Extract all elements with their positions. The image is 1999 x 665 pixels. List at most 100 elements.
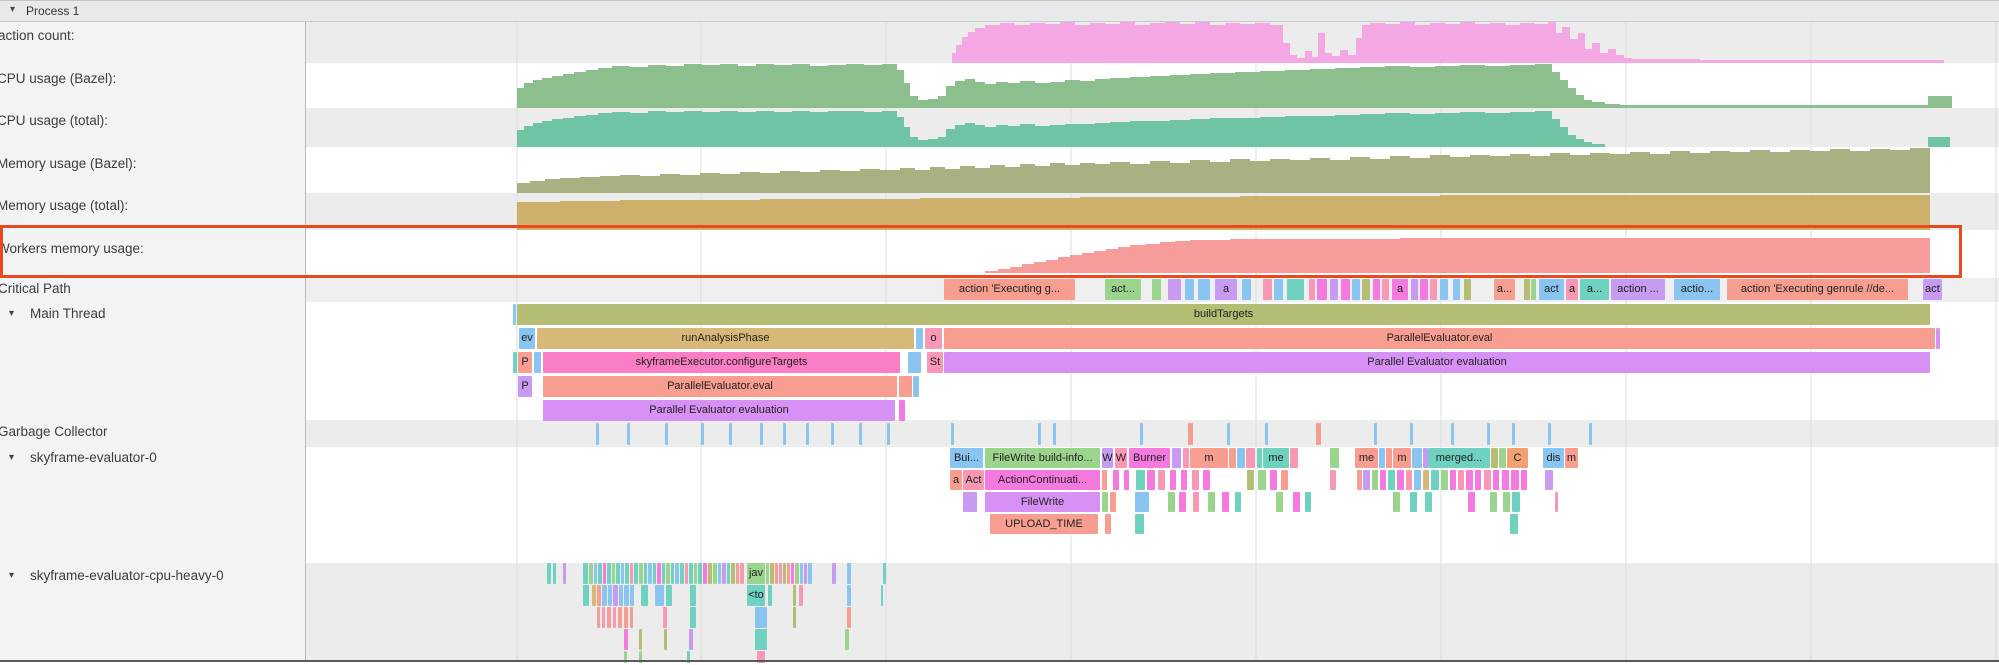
- skyframe-evaluator-cpu-heavy-0-event[interactable]: [607, 563, 611, 584]
- label-skyframe-evaluator-cpu-heavy-0[interactable]: skyframe-evaluator-cpu-heavy-0: [30, 568, 224, 583]
- skyframe-evaluator-0-event[interactable]: [1136, 470, 1145, 490]
- critical-path-event[interactable]: action 'Executing genrule //de...: [1727, 279, 1908, 300]
- gc-tick[interactable]: [1227, 423, 1230, 445]
- gc-tick[interactable]: [1188, 423, 1193, 445]
- skyframe-evaluator-cpu-heavy-0-event[interactable]: [727, 563, 730, 584]
- main-thread-event[interactable]: [908, 352, 921, 373]
- gc-tick[interactable]: [596, 423, 599, 445]
- gc-tick[interactable]: [831, 423, 834, 445]
- critical-path-event[interactable]: actio...: [1674, 279, 1720, 300]
- skyframe-evaluator-0-event[interactable]: Bui...: [950, 448, 983, 468]
- skyframe-evaluator-0-event[interactable]: a: [950, 470, 962, 490]
- skyframe-evaluator-cpu-heavy-0-event[interactable]: [563, 563, 566, 584]
- skyframe-evaluator-0-event[interactable]: merged...: [1428, 448, 1490, 468]
- critical-path-event[interactable]: act: [1539, 279, 1564, 300]
- critical-path-event[interactable]: [1453, 279, 1460, 300]
- critical-path-event[interactable]: [1464, 279, 1471, 300]
- skyframe-evaluator-0-event[interactable]: me: [1355, 448, 1378, 468]
- skyframe-evaluator-cpu-heavy-0-event[interactable]: [690, 607, 696, 628]
- skyframe-evaluator-0-event[interactable]: ActionContinuati...: [985, 470, 1100, 490]
- skyframe-evaluator-cpu-heavy-0-event[interactable]: [624, 651, 627, 663]
- skyframe-evaluator-0-event[interactable]: [1110, 492, 1116, 512]
- main-thread-event[interactable]: St: [927, 352, 943, 373]
- skyframe-evaluator-cpu-heavy-0-event[interactable]: [847, 563, 851, 584]
- skyframe-evaluator-cpu-heavy-0-event[interactable]: [624, 607, 628, 628]
- skyframe-evaluator-0-event[interactable]: [1147, 470, 1155, 490]
- skyframe-evaluator-0-event[interactable]: [1386, 448, 1392, 468]
- skyframe-evaluator-0-event[interactable]: FileWrite build-info...: [985, 448, 1100, 468]
- skyframe-evaluator-0-event[interactable]: [1135, 492, 1149, 512]
- skyframe-evaluator-cpu-heavy-0-event[interactable]: <to: [747, 585, 765, 606]
- skyframe-evaluator-cpu-heavy-0-event[interactable]: [547, 563, 551, 584]
- skyframe-evaluator-cpu-heavy-0-event[interactable]: [793, 585, 796, 606]
- skyframe-evaluator-cpu-heavy-0-event[interactable]: [671, 563, 674, 584]
- critical-path-event[interactable]: [1411, 279, 1418, 300]
- skyframe-evaluator-0-event[interactable]: [1102, 492, 1108, 512]
- skyframe-evaluator-cpu-heavy-0-event[interactable]: [657, 563, 661, 584]
- skyframe-evaluator-cpu-heavy-0-event[interactable]: [583, 585, 589, 606]
- skyframe-evaluator-0-event[interactable]: [1491, 448, 1498, 468]
- critical-path-event[interactable]: [1287, 279, 1304, 300]
- skyframe-evaluator-cpu-heavy-0-event[interactable]: [613, 585, 618, 606]
- gc-tick[interactable]: [887, 423, 890, 445]
- skyframe-evaluator-cpu-heavy-0-event[interactable]: [757, 651, 765, 663]
- skyframe-evaluator-cpu-heavy-0-event[interactable]: [644, 563, 647, 584]
- skyframe-evaluator-0-event[interactable]: [1237, 448, 1245, 468]
- skyframe-evaluator-0-event[interactable]: [1484, 470, 1491, 490]
- critical-path-event[interactable]: [1309, 279, 1315, 300]
- skyframe-evaluator-cpu-heavy-0-event[interactable]: [630, 585, 634, 606]
- skyframe-evaluator-cpu-heavy-0-event[interactable]: [804, 563, 807, 584]
- gc-tick[interactable]: [1053, 423, 1056, 445]
- skyframe-evaluator-cpu-heavy-0-event[interactable]: [630, 607, 633, 628]
- skyframe-evaluator-cpu-heavy-0-event[interactable]: [666, 563, 670, 584]
- skyframe-evaluator-0-event[interactable]: [1172, 448, 1181, 468]
- skyframe-evaluator-cpu-heavy-0-event[interactable]: [594, 563, 597, 584]
- gc-tick[interactable]: [1451, 423, 1454, 445]
- critical-path-event[interactable]: [1420, 279, 1428, 300]
- skyframe-evaluator-cpu-heavy-0-event[interactable]: [597, 585, 601, 606]
- skyframe-evaluator-cpu-heavy-0-event[interactable]: [689, 563, 693, 584]
- skyframe-evaluator-0-event[interactable]: [1393, 492, 1400, 512]
- critical-path-event[interactable]: [1168, 279, 1181, 300]
- skyframe-evaluator-cpu-heavy-0-event[interactable]: [770, 563, 774, 584]
- main-thread-event[interactable]: [534, 352, 541, 373]
- skyframe-evaluator-0-event[interactable]: [1410, 492, 1417, 512]
- skyframe-evaluator-cpu-heavy-0-event[interactable]: [722, 563, 726, 584]
- critical-path-event[interactable]: [1352, 279, 1360, 300]
- skyframe-evaluator-0-event[interactable]: C: [1507, 448, 1528, 468]
- skyframe-evaluator-cpu-heavy-0-event[interactable]: [687, 651, 690, 663]
- skyframe-evaluator-0-event[interactable]: [1475, 470, 1481, 490]
- skyframe-evaluator-0-event[interactable]: [1502, 470, 1509, 490]
- skyframe-evaluator-cpu-heavy-0-event[interactable]: [653, 563, 656, 584]
- main-thread-event[interactable]: [913, 376, 919, 397]
- main-thread-event[interactable]: [899, 400, 905, 421]
- skyframe-evaluator-0-event[interactable]: W: [1115, 448, 1127, 468]
- skyframe-evaluator-cpu-heavy-0-event[interactable]: [618, 607, 622, 628]
- skyframe-evaluator-0-event[interactable]: [1229, 448, 1236, 468]
- skyframe-evaluator-cpu-heavy-0-event[interactable]: [602, 607, 605, 628]
- critical-path-event[interactable]: [1198, 279, 1210, 300]
- skyframe-evaluator-cpu-heavy-0-event[interactable]: [791, 563, 794, 584]
- skyframe-evaluator-0-event[interactable]: [1222, 492, 1229, 512]
- gc-tick[interactable]: [1374, 423, 1377, 445]
- skyframe-evaluator-cpu-heavy-0-event[interactable]: [755, 629, 767, 650]
- skyframe-evaluator-0-event[interactable]: [1105, 514, 1111, 534]
- critical-path-event[interactable]: [1531, 279, 1536, 300]
- skyframe-evaluator-cpu-heavy-0-event[interactable]: [639, 651, 642, 663]
- skyframe-evaluator-cpu-heavy-0-event[interactable]: [736, 563, 739, 584]
- skyframe-evaluator-cpu-heavy-0-event[interactable]: [694, 563, 697, 584]
- gc-tick[interactable]: [783, 423, 786, 445]
- skyframe-evaluator-cpu-heavy-0-event[interactable]: [624, 585, 629, 606]
- skyframe-evaluator-cpu-heavy-0-event[interactable]: [795, 563, 799, 584]
- skyframe-evaluator-0-event[interactable]: [1555, 492, 1558, 512]
- main-thread-event[interactable]: ParallelEvaluator.eval: [944, 328, 1935, 349]
- skyframe-evaluator-0-event[interactable]: [1414, 470, 1421, 490]
- skyframe-evaluator-0-event[interactable]: m: [1565, 448, 1578, 468]
- gc-tick[interactable]: [1487, 423, 1490, 445]
- skyframe-evaluator-0-event[interactable]: [1276, 492, 1283, 512]
- skyframe-evaluator-0-event[interactable]: dis: [1543, 448, 1564, 468]
- skyframe-evaluator-cpu-heavy-0-event[interactable]: [740, 563, 744, 584]
- critical-path-event[interactable]: [1362, 279, 1370, 300]
- skyframe-evaluator-0-event[interactable]: m: [1393, 448, 1411, 468]
- skyframe-evaluator-0-event[interactable]: [1257, 448, 1262, 468]
